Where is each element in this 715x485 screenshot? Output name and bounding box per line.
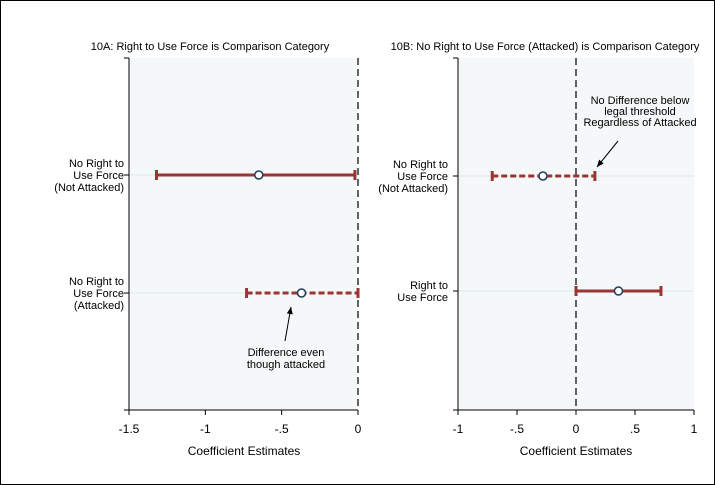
annotation-text: No Difference below legal threshold Regard… (583, 95, 696, 129)
annotation-arrowhead (286, 307, 293, 315)
point-estimate (613, 286, 624, 296)
annotation-arrowhead (597, 159, 604, 167)
panel-10b-title: 10B: No Right to Use Force (Attacked) is… (391, 41, 700, 53)
row-label: No Right to Use Force (Not Attacked) (378, 159, 448, 195)
panel-10a: 10A: Right to Use Force is Comparison Ca… (54, 41, 361, 458)
x-tick-label: -.5 (275, 422, 289, 436)
x-tick-label: 1 (691, 422, 698, 436)
panel-10a-title: 10A: Right to Use Force is Comparison Ca… (91, 41, 330, 53)
panel-10b-x-axis-label: Coefficient Estimates (520, 444, 633, 458)
row-label: No Right to Use Force (Not Attacked) (54, 158, 124, 194)
x-tick-label: -.5 (510, 422, 524, 436)
panel-10a-x-axis-label: Coefficient Estimates (188, 444, 301, 458)
row-label: Right to Use Force (397, 280, 448, 304)
point-estimate (254, 170, 264, 180)
x-tick-label: 0 (573, 422, 580, 436)
point-estimate (296, 288, 307, 298)
x-tick-label: -1 (200, 422, 211, 436)
row-label: No Right to Use Force (Attacked) (69, 276, 124, 312)
x-tick-label: -1 (453, 422, 464, 436)
annotation-text: Difference even though attacked (247, 347, 325, 371)
panel-10a-plot-area (129, 58, 358, 410)
x-tick-label: .5 (630, 422, 640, 436)
x-tick-label: -1.5 (119, 422, 140, 436)
x-tick-label: 0 (355, 422, 362, 436)
panel-10b: 10B: No Right to Use Force (Attacked) is… (378, 41, 700, 458)
point-estimate (538, 171, 548, 181)
